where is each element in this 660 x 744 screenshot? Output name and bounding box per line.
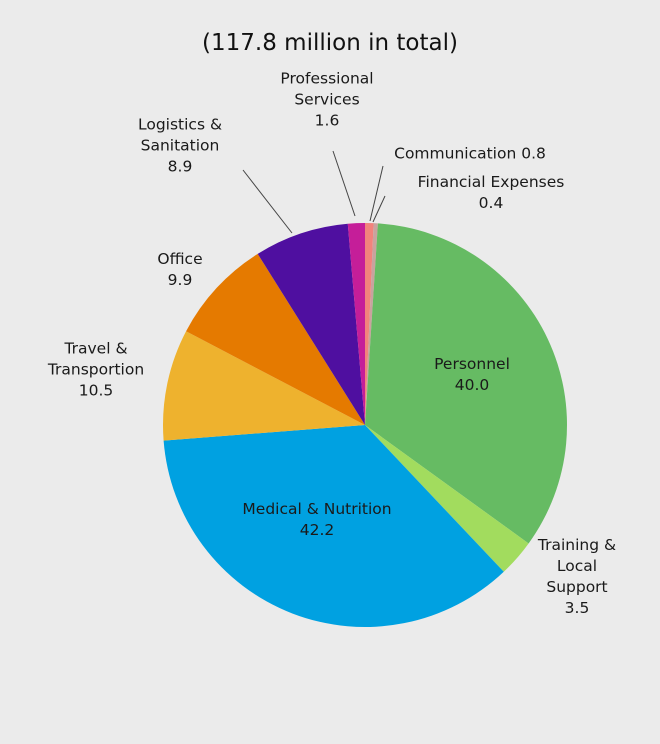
value-label: 0.8 [521,144,546,163]
leader-line [372,195,386,223]
pie-slice [365,223,567,544]
category-label: Professional Services [280,69,374,109]
category-label: Logistics & Sanitation [137,115,223,155]
slice-label: Personnel 40.0 [434,354,510,396]
value-label: 8.9 [167,157,193,176]
pie-slice [163,425,504,627]
leader-line [332,150,356,217]
pie-slice [365,425,529,572]
pie-slice [257,223,365,425]
slice-label: Communication 0.8 [394,144,546,165]
value-label: 40.0 [454,376,490,394]
category-label: Financial Expenses [417,173,565,191]
value-label: 9.9 [167,271,193,289]
chart-title: (117.8 million in total) [202,30,458,56]
slice-label: Office 9.9 [157,249,202,291]
value-label: 0.4 [478,194,504,212]
category-label: Medical & Nutrition [242,500,392,518]
category-label: Office [157,250,203,268]
pie-slice [365,223,374,425]
pie-slice [186,253,365,425]
value-label: 10.5 [78,381,114,400]
slice-label: Logistics & Sanitation 8.9 [138,115,222,178]
value-label: 1.6 [314,111,340,130]
value-label: 3.5 [564,599,590,617]
category-label: Travel & Transportion [47,339,145,379]
pie-slice [365,223,378,425]
slice-label: Training & Local Support 3.5 [536,535,619,619]
slice-label: Professional Services 1.6 [280,69,373,132]
category-label: Communication [394,144,517,163]
leader-line [369,165,384,222]
slice-label: Travel & Transportion 10.5 [48,339,144,402]
pie-slice [163,331,365,441]
value-label: 42.2 [299,521,335,539]
slice-label: Financial Expenses 0.4 [407,172,576,214]
slice-label: Medical & Nutrition 42.2 [242,499,391,541]
category-label: Personnel [434,355,510,373]
leader-line [242,169,293,234]
category-label: Training & Local Support [537,536,617,596]
pie-slice [347,223,365,425]
